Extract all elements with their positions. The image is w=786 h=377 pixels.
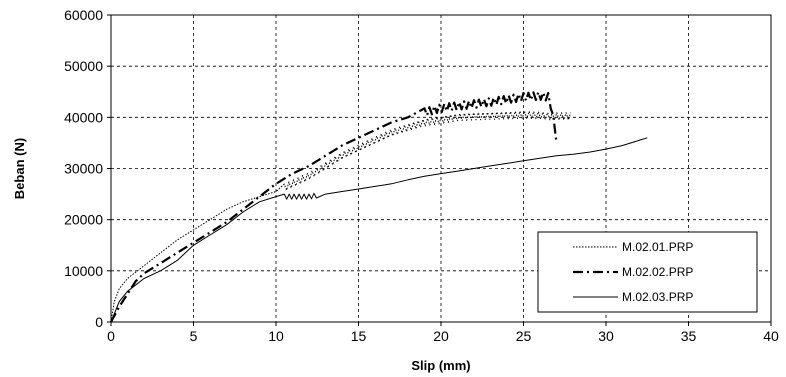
y-tick-label: 30000 (64, 161, 103, 177)
x-tick-label: 20 (433, 328, 449, 344)
legend-label: M.02.03.PRP (622, 290, 693, 304)
legend-label: M.02.01.PRP (622, 240, 693, 254)
y-tick-label: 0 (95, 314, 103, 330)
x-tick-label: 35 (681, 328, 697, 344)
x-tick-label: 25 (516, 328, 532, 344)
x-tick-label: 30 (598, 328, 614, 344)
x-tick-label: 10 (268, 328, 284, 344)
series-layer (110, 91, 648, 323)
series-line-2 (110, 91, 558, 323)
x-tick-label: 5 (190, 328, 198, 344)
y-tick-label: 60000 (64, 7, 103, 23)
y-tick-label: 40000 (64, 109, 103, 125)
series-line-1 (110, 110, 572, 323)
legend-label: M.02.02.PRP (622, 265, 693, 279)
y-axis-label: Beban (N) (12, 138, 27, 199)
y-tick-label: 10000 (64, 263, 103, 279)
x-axis-label: Slip (mm) (411, 358, 470, 373)
y-tick-label: 20000 (64, 212, 103, 228)
series-line-3 (110, 137, 648, 323)
x-tick-label: 40 (763, 328, 779, 344)
tick-labels: 0 5 10 15 20 25 30 35 40 0 10000 20000 30000 40000 500… (64, 7, 779, 344)
x-tick-label: 15 (351, 328, 367, 344)
x-tick-label: 0 (107, 328, 115, 344)
y-tick-label: 50000 (64, 58, 103, 74)
legend: M.02.01.PRP M.02.02.PRP M.02.03.PRP (537, 231, 758, 313)
